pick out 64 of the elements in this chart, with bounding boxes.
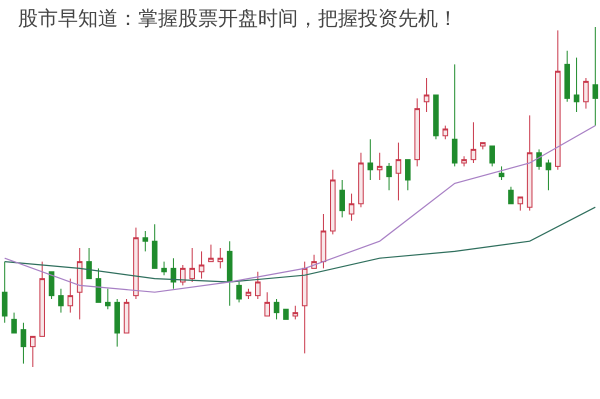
candlestick bbox=[274, 298, 280, 320]
candlestick bbox=[142, 230, 148, 252]
candlestick bbox=[264, 292, 270, 316]
candlestick bbox=[255, 271, 261, 300]
candlestick bbox=[368, 138, 374, 180]
candlestick bbox=[133, 227, 139, 300]
candlestick bbox=[68, 278, 74, 314]
candlestick bbox=[2, 261, 8, 324]
candlestick bbox=[198, 250, 204, 280]
candlestick bbox=[461, 156, 467, 167]
candlestick bbox=[452, 64, 458, 167]
candlestick bbox=[470, 122, 476, 164]
candlestick bbox=[170, 258, 176, 290]
candlestick bbox=[11, 312, 17, 334]
candlestick bbox=[39, 261, 45, 337]
candlestick bbox=[564, 50, 570, 102]
candlestick bbox=[376, 152, 382, 180]
candlestick bbox=[574, 57, 580, 112]
candlestick bbox=[105, 288, 111, 310]
candlestick bbox=[518, 196, 524, 212]
candlestick bbox=[114, 298, 120, 348]
candlestick bbox=[48, 271, 54, 300]
candlestick bbox=[180, 264, 186, 286]
candlestick bbox=[320, 214, 326, 269]
candlestick bbox=[161, 261, 167, 276]
candlestick bbox=[124, 298, 130, 334]
candlestick bbox=[433, 94, 439, 140]
candlestick bbox=[302, 261, 308, 354]
candlestick bbox=[292, 305, 298, 320]
candlestick bbox=[189, 248, 195, 282]
candlestick bbox=[526, 114, 532, 212]
candlestick bbox=[396, 142, 402, 201]
candlestick bbox=[480, 142, 486, 150]
candlestick bbox=[152, 224, 158, 269]
candlestick bbox=[330, 169, 336, 235]
candlestick bbox=[208, 244, 214, 262]
candlestick bbox=[20, 322, 26, 364]
candlestick bbox=[246, 288, 252, 300]
candlestick bbox=[348, 193, 354, 222]
candlestick bbox=[226, 240, 232, 306]
candlestick bbox=[96, 268, 102, 303]
candlestick bbox=[339, 180, 345, 218]
candlestick bbox=[358, 152, 364, 208]
candlestick bbox=[442, 125, 448, 140]
candlestick bbox=[414, 98, 420, 167]
candlestick bbox=[508, 186, 514, 204]
candlestick bbox=[386, 162, 392, 191]
candlestick bbox=[546, 159, 552, 191]
candlestick bbox=[424, 78, 430, 112]
candlestick bbox=[218, 248, 224, 269]
candlestick bbox=[592, 27, 598, 126]
candlestick bbox=[86, 248, 92, 280]
candlestick bbox=[498, 166, 504, 180]
candlestick bbox=[555, 30, 561, 170]
candlestick bbox=[30, 336, 36, 367]
candlestick bbox=[536, 148, 542, 170]
candlestick bbox=[76, 248, 82, 320]
candlestick bbox=[489, 146, 495, 167]
candlestick bbox=[405, 159, 411, 191]
candlestick bbox=[283, 308, 289, 320]
candlestick bbox=[583, 78, 589, 110]
candlestick bbox=[58, 288, 64, 314]
candlestick bbox=[236, 282, 242, 303]
chart-title: 股市早知道：掌握股票开盘时间，把握投资先机！ bbox=[18, 6, 458, 30]
